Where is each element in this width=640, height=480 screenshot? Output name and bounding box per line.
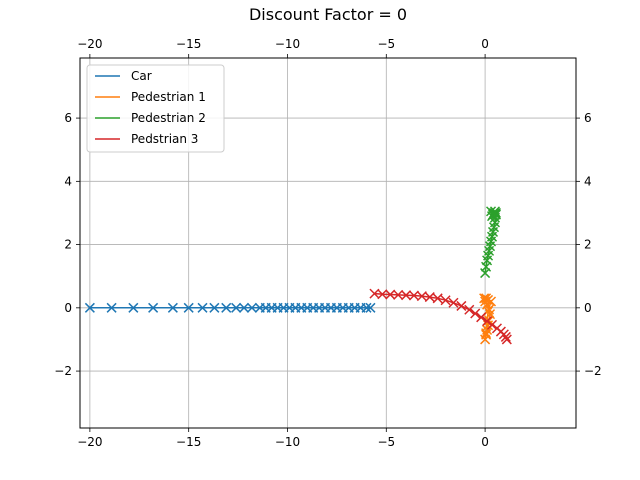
plot-frame [79,57,577,429]
series-1 [479,293,497,345]
plot-data [84,206,512,345]
legend-label-1: Pedestrian 1 [131,90,206,104]
point-3-3 [393,289,404,300]
point-3-1 [377,289,388,300]
chart-title: Discount Factor = 0 [249,5,407,24]
y-tick-label-right-0: −2 [584,364,602,378]
point-0-11 [246,302,257,313]
y-tick-label-left-2: 2 [64,238,72,252]
series-2 [480,206,501,279]
point-0-0 [84,302,95,313]
series-3 [369,288,512,345]
point-0-2 [128,302,139,313]
point-0-6 [197,302,208,313]
point-0-31 [365,302,376,313]
point-0-3 [148,302,159,313]
y-tick-label-right-1: 0 [584,301,592,315]
point-3-13 [470,308,481,319]
axis-ticks: −20−20−15−15−10−10−5−500−2 −20 02 24 46 6 [54,37,601,449]
point-3-15 [482,316,493,327]
point-0-9 [231,302,242,313]
point-3-10 [448,297,459,308]
legend-box [86,64,225,153]
x-tick-label-top-4: 0 [481,37,489,51]
x-tick-label-bottom-4: 0 [481,435,489,449]
point-3-8 [432,293,443,304]
x-tick-label-bottom-1: −15 [176,435,201,449]
point-2-18 [485,206,497,217]
point-3-4 [401,290,412,301]
legend-label-0: Car [131,69,152,83]
grid [80,58,576,428]
point-0-8 [221,302,232,313]
x-tick-label-top-3: −5 [377,37,395,51]
y-tick-label-right-4: 6 [584,111,592,125]
y-tick-label-left-1: 0 [64,301,72,315]
point-1-11 [483,294,494,305]
y-tick-label-right-2: 2 [584,238,592,252]
x-tick-label-bottom-2: −10 [275,435,300,449]
point-3-0 [369,288,380,299]
point-3-21 [501,334,512,345]
point-3-20 [500,331,511,342]
point-0-5 [183,302,194,313]
point-0-1 [106,302,117,313]
y-tick-label-left-0: −2 [54,364,72,378]
point-3-16 [486,319,498,330]
legend-label-3: Pedstrian 3 [131,132,198,146]
legend-label-2: Pedestrian 2 [131,111,206,125]
point-3-11 [456,300,467,311]
point-1-14 [481,328,492,339]
y-tick-label-left-4: 6 [64,111,72,125]
x-tick-label-top-0: −20 [77,37,102,51]
x-tick-label-bottom-0: −20 [77,435,102,449]
point-0-10 [238,302,250,313]
legend: Car Pedestrian 1 Pedestrian 2 Pedstrian … [86,64,225,153]
point-1-12 [485,296,497,307]
x-tick-label-bottom-3: −5 [377,435,395,449]
point-3-7 [424,292,435,303]
point-0-4 [167,302,178,313]
point-0-30 [361,302,372,313]
x-tick-label-top-2: −10 [275,37,300,51]
y-tick-label-right-3: 4 [584,174,592,188]
point-3-12 [464,304,475,315]
x-tick-label-top-1: −15 [176,37,201,51]
point-3-14 [476,312,487,323]
y-tick-label-left-3: 4 [64,174,72,188]
point-0-7 [209,302,220,313]
point-3-5 [408,290,419,301]
point-3-2 [385,289,396,300]
point-3-9 [440,295,451,306]
series-0 [84,302,376,313]
